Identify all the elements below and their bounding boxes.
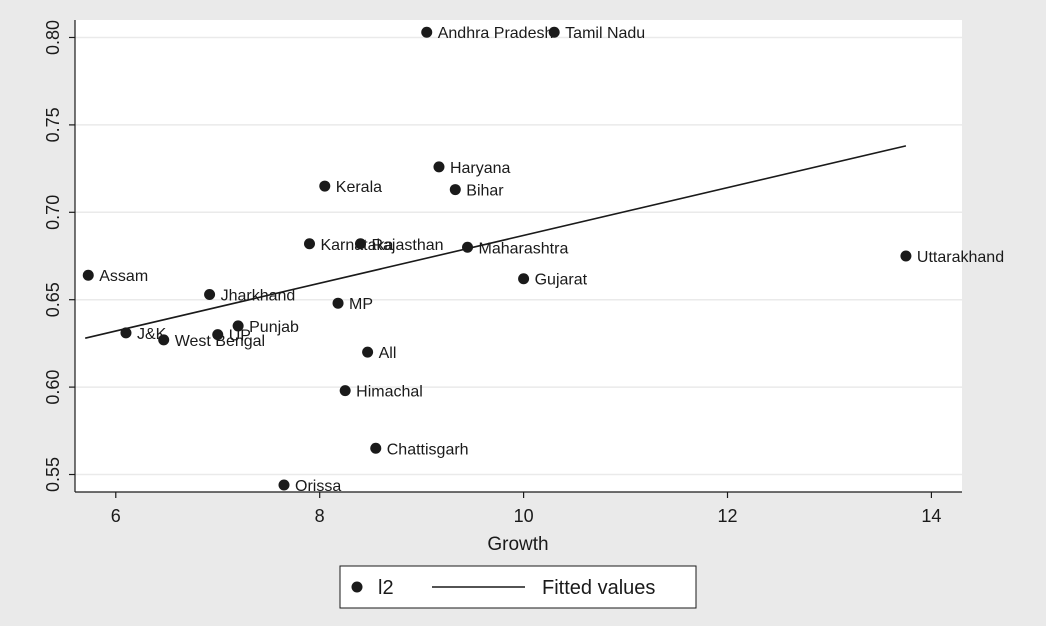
x-tick-label: 10 bbox=[514, 506, 534, 526]
data-point bbox=[332, 297, 344, 309]
x-tick-label: 12 bbox=[717, 506, 737, 526]
data-point bbox=[303, 238, 315, 250]
data-point bbox=[339, 385, 351, 397]
point-labels-layer: Andhra Pradesh Tamil Nadu Haryana Kerala Bih… bbox=[99, 25, 1004, 495]
point-label: Tamil Nadu bbox=[565, 25, 645, 42]
data-point bbox=[370, 442, 382, 454]
point-label: Assam bbox=[99, 268, 148, 285]
data-point bbox=[518, 273, 530, 285]
point-label: All bbox=[379, 345, 397, 362]
data-point bbox=[204, 288, 216, 300]
legend-label-fitted: Fitted values bbox=[542, 577, 655, 599]
x-tick-label: 8 bbox=[315, 506, 325, 526]
data-point bbox=[82, 269, 94, 281]
point-label: West Bengal bbox=[175, 333, 265, 350]
y-tick-label: 0.80 bbox=[43, 20, 63, 55]
legend: l2 Fitted values bbox=[339, 565, 697, 609]
y-tick-label: 0.65 bbox=[43, 282, 63, 317]
legend-label-l2: l2 bbox=[378, 577, 394, 599]
point-label: Haryana bbox=[450, 160, 511, 177]
point-label: Himachal bbox=[356, 384, 423, 401]
data-point bbox=[319, 180, 331, 192]
data-point bbox=[232, 320, 244, 332]
data-point bbox=[212, 329, 224, 341]
y-tick-label: 0.60 bbox=[43, 370, 63, 405]
points-layer bbox=[82, 26, 912, 491]
data-point bbox=[362, 346, 374, 358]
point-label: Jharkhand bbox=[221, 287, 296, 304]
y-tick-label: 0.70 bbox=[43, 195, 63, 230]
point-label: Maharashtra bbox=[479, 240, 569, 257]
point-label: Punjab bbox=[249, 319, 299, 336]
point-label: Rajasthan bbox=[371, 237, 443, 254]
data-point bbox=[548, 26, 560, 38]
point-label: Uttarakhand bbox=[917, 249, 1004, 266]
x-tick-label: 6 bbox=[111, 506, 121, 526]
data-point bbox=[421, 26, 433, 38]
y-tick-label: 0.75 bbox=[43, 107, 63, 142]
point-label: Bihar bbox=[466, 183, 504, 200]
data-point bbox=[900, 250, 912, 262]
axes: 6 8 10 12 14 0.55 0.60 0.65 0.70 0.75 0.80 bbox=[43, 20, 962, 526]
point-label: Karnataka bbox=[320, 237, 393, 254]
data-point bbox=[278, 479, 290, 491]
point-label: Chattisgarh bbox=[387, 441, 469, 458]
x-tick-label: 14 bbox=[921, 506, 941, 526]
point-label: MP bbox=[349, 296, 373, 313]
point-label: Kerala bbox=[336, 179, 382, 196]
data-point bbox=[158, 334, 170, 346]
legend-marker-l2 bbox=[351, 581, 363, 593]
fitted-line bbox=[85, 145, 907, 339]
y-tick-label: 0.55 bbox=[43, 457, 63, 492]
data-point bbox=[433, 161, 445, 173]
gridlines bbox=[75, 36, 962, 476]
point-label: UP bbox=[229, 328, 251, 345]
point-label: Andhra Pradesh bbox=[438, 25, 554, 42]
fitted-line-layer bbox=[85, 145, 907, 339]
point-label: Orissa bbox=[295, 478, 341, 495]
data-point bbox=[354, 238, 366, 250]
data-point bbox=[462, 241, 474, 253]
plot-area bbox=[75, 20, 962, 492]
x-axis-title: Growth bbox=[487, 534, 548, 555]
data-point bbox=[449, 184, 461, 196]
point-label: Gujarat bbox=[535, 272, 588, 289]
point-label: J&K bbox=[137, 326, 167, 343]
data-point bbox=[120, 327, 132, 339]
